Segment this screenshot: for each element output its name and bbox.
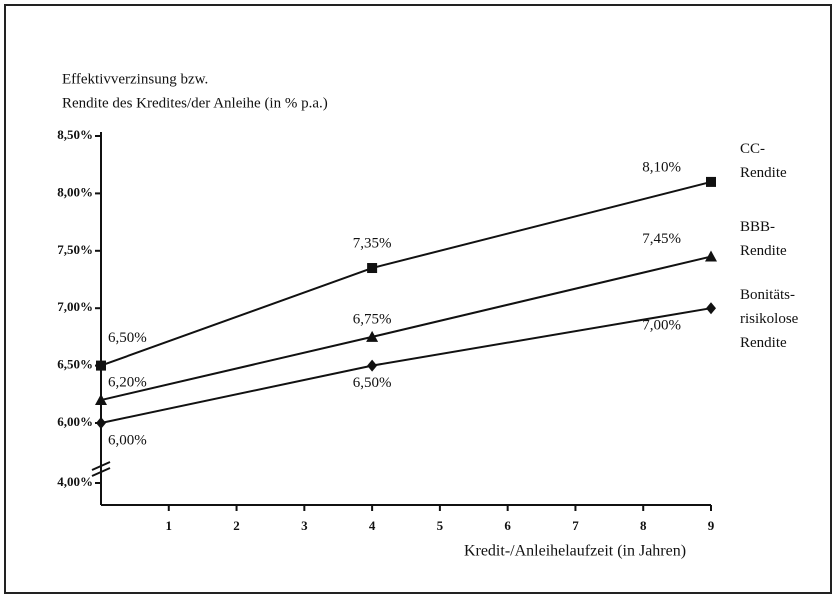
line — [100, 180, 712, 367]
line — [100, 307, 712, 424]
x-tick-label: 9 — [708, 518, 715, 533]
data-label: 6,75% — [353, 311, 392, 327]
x-tick-label: 6 — [504, 518, 511, 533]
data-label: 6,50% — [108, 330, 147, 346]
x-tick-label: 3 — [301, 518, 308, 533]
marker — [367, 263, 378, 274]
data-label: 6,50% — [353, 375, 392, 391]
x-tick-label: 7 — [572, 518, 579, 533]
legend-label: BBB-Rendite — [740, 219, 787, 259]
data-label: 6,20% — [108, 374, 147, 390]
legend-label: Bonitäts-risikolose Rendite — [740, 287, 799, 351]
marker — [706, 302, 716, 315]
axis-break — [91, 461, 111, 471]
chart-title: Rendite des Kredites/der Anleihe (in % p… — [62, 95, 328, 111]
marker — [367, 359, 378, 372]
x-tick-label: 1 — [166, 518, 173, 533]
marker — [96, 360, 106, 371]
data-label: 8,10% — [642, 159, 681, 175]
data-label: 7,35% — [353, 235, 392, 251]
x-axis-label: Kredit-/Anleihelaufzeit (in Jahren) — [464, 543, 686, 560]
y-tick-label: 8,50% — [57, 127, 93, 142]
marker — [366, 330, 379, 342]
data-label: 7,45% — [642, 231, 681, 247]
legend-label: CC-Rendite — [740, 141, 787, 181]
x-tick-label: 2 — [233, 518, 240, 533]
data-label: 7,00% — [642, 318, 681, 334]
y-tick-label: 6,50% — [57, 357, 93, 372]
data-label: 6,00% — [108, 432, 147, 448]
x-tick-label: 8 — [640, 518, 647, 533]
y-tick-label: 7,00% — [57, 299, 93, 314]
y-tick-label: 6,00% — [57, 414, 93, 429]
marker — [705, 250, 717, 262]
y-tick-label: 7,50% — [57, 242, 93, 257]
x-tick-label: 4 — [369, 518, 376, 533]
y-tick-label: 4,00% — [57, 474, 93, 489]
line — [100, 255, 712, 402]
marker — [96, 417, 106, 429]
frame — [4, 4, 832, 594]
marker — [95, 394, 107, 406]
marker — [706, 176, 716, 187]
chart-title: Effektivverzinsung bzw. — [62, 71, 208, 87]
x-tick-label: 5 — [437, 518, 444, 533]
axis-break — [91, 467, 111, 477]
y-tick-label: 8,00% — [57, 184, 93, 199]
